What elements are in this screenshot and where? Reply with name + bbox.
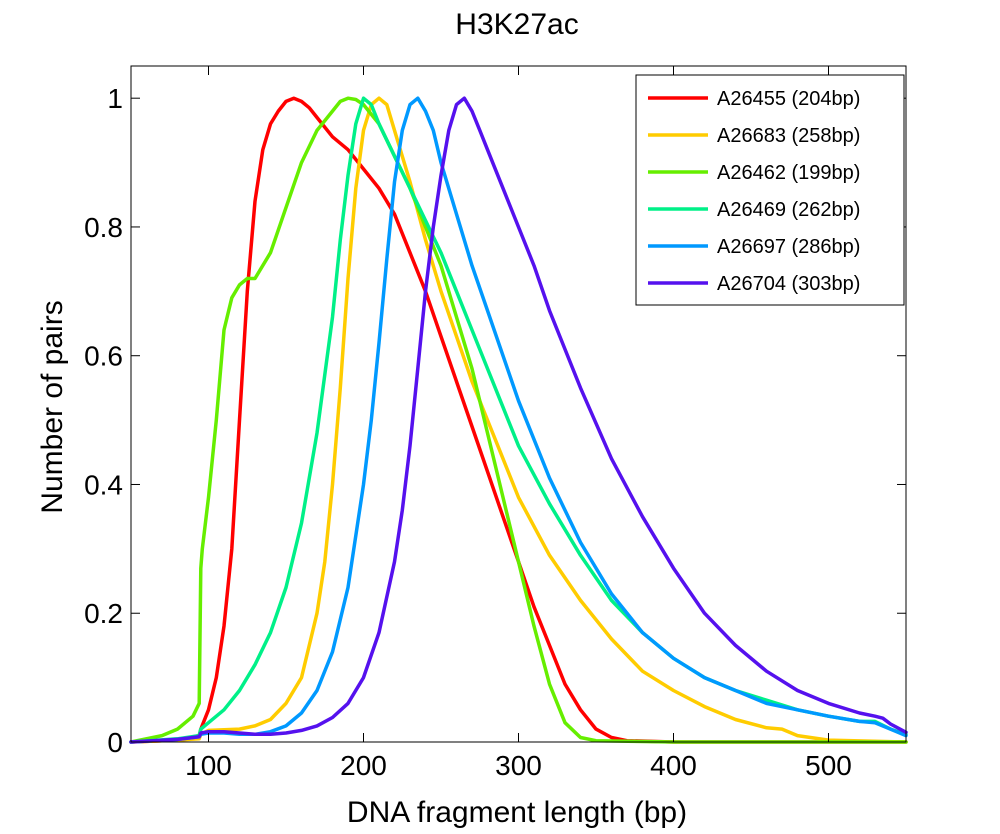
legend-label: A26462 (199bp) [717, 162, 860, 184]
chart-title: H3K27ac [455, 8, 578, 41]
y-tick-label: 1 [107, 83, 123, 114]
x-tick-label: 500 [805, 750, 852, 781]
legend-box [635, 74, 905, 306]
x-tick-label: 400 [650, 750, 697, 781]
y-tick-label: 0.4 [84, 469, 123, 500]
series-line-2 [129, 96, 908, 744]
x-tick-label: 300 [495, 750, 542, 781]
legend-label: A26455 (204bp) [717, 88, 860, 110]
legend-label: A26683 (258bp) [717, 125, 860, 147]
x-axis-title: DNA fragment length (bp) [347, 796, 687, 829]
legend: A26455 (204bp) A26683 (258bp) A26462 (199b… [635, 74, 905, 306]
series-line-6 [129, 96, 908, 744]
y-tick-label: 0 [107, 727, 123, 758]
x-tick-label: 100 [185, 750, 232, 781]
y-tick-label: 0.6 [84, 341, 123, 372]
y-axis-title: Number of pairs [36, 300, 69, 513]
axis-ticks: 100 200 300 400 500 0 0.2 0.4 0.6 0.8 1 [84, 66, 906, 781]
y-tick-label: 0.8 [84, 212, 123, 243]
x-tick-label: 200 [340, 750, 387, 781]
legend-label: A26469 (262bp) [717, 199, 860, 221]
series-layer [129, 96, 908, 744]
y-tick-label: 0.2 [84, 598, 123, 629]
series-line-3 [129, 96, 908, 744]
series-line-1 [129, 96, 908, 744]
legend-label: A26704 (303bp) [717, 273, 860, 295]
legend-label: A26697 (286bp) [717, 236, 860, 258]
